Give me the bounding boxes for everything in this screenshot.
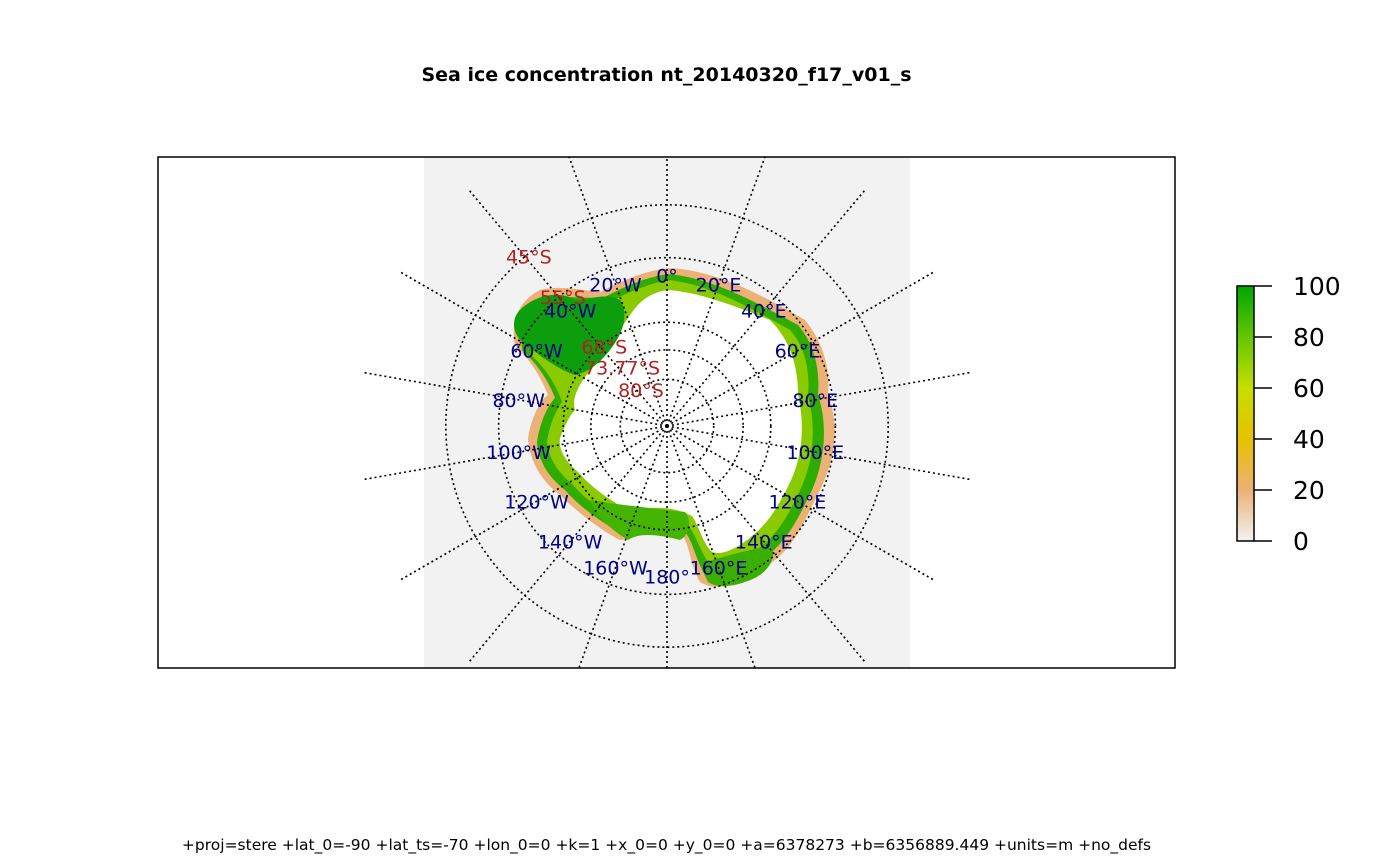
- meridian-line: [399, 425, 668, 581]
- longitude-label: 100°E: [786, 442, 844, 464]
- legend-tick-label: 20: [1293, 476, 1325, 505]
- meridian-line: [363, 371, 668, 427]
- longitude-label: 80°W: [492, 390, 545, 412]
- meridian-line: [568, 157, 668, 427]
- parallel-line: [562, 321, 772, 531]
- latitude-label: 80°S: [618, 380, 664, 402]
- meridian-line: [666, 271, 935, 427]
- sea-ice-raster: [513, 268, 835, 587]
- meridian-line: [666, 425, 866, 663]
- latitude-label: 55°S: [540, 287, 586, 309]
- parallel-line: [590, 349, 744, 503]
- parallel-line: [619, 378, 715, 474]
- legend-colorbar: [1236, 285, 1255, 542]
- map-frame: [157, 156, 1176, 669]
- latitude-labels: 45°S 55°S 68°S73.77°S80°S: [506, 247, 664, 403]
- longitude-label: 100°W: [486, 442, 551, 464]
- latitude-label: 68°S: [581, 336, 627, 358]
- longitude-label: 80°E: [792, 390, 838, 412]
- meridian-line: [468, 425, 668, 663]
- parallel-line: [497, 256, 837, 596]
- meridian-line: [666, 189, 866, 427]
- longitude-label: 140°W: [538, 531, 603, 553]
- latitude-label: 45°S: [506, 247, 552, 269]
- longitude-label: 40°W: [544, 301, 597, 323]
- plot-title: Sea ice concentration nt_20140320_f17_v0…: [421, 64, 912, 86]
- longitude-label: 120°E: [769, 491, 827, 513]
- legend-tick-label: 40: [1293, 425, 1325, 454]
- weddell-sea-ice: [514, 294, 625, 375]
- longitude-label: 60°W: [510, 341, 563, 363]
- meridian-line: [666, 371, 971, 427]
- meridian-line: [666, 157, 766, 427]
- longitude-label: 60°E: [775, 341, 821, 363]
- legend-ticks: 0 20 40 60 80 100: [1254, 272, 1341, 556]
- ross-sea-ice: [700, 545, 774, 587]
- ice-free-interior: [559, 290, 802, 554]
- longitude-label: 40°E: [741, 301, 787, 323]
- meridian-line: [363, 425, 668, 481]
- map-panel: [363, 157, 971, 668]
- legend-tick-label: 0: [1293, 527, 1309, 556]
- longitude-label: 140°E: [735, 531, 793, 553]
- longitude-label: 0°: [656, 265, 678, 287]
- meridian-line: [468, 189, 668, 427]
- longitude-labels: 0° 20°E 40°E 60°E 80°E 100°E 120°E 140°E 160°E18…: [486, 265, 844, 588]
- legend-tick-label: 60: [1293, 374, 1325, 403]
- longitude-label: 160°W: [583, 558, 648, 580]
- longitude-label: 120°W: [504, 491, 569, 513]
- legend-tick-label: 100: [1293, 272, 1341, 301]
- latitude-label: 73.77°S: [584, 358, 660, 380]
- longitude-label: 20°E: [696, 274, 742, 296]
- meridian-line: [399, 271, 668, 427]
- legend-tick-label: 80: [1293, 323, 1325, 352]
- projection-caption: +proj=stere +lat_0=-90 +lat_ts=-70 +lon_…: [181, 836, 1152, 854]
- longitude-label: 20°W: [589, 274, 642, 296]
- longitude-label: 160°E: [690, 558, 748, 580]
- color-legend: 0 20 40 60 80 100: [1236, 272, 1341, 556]
- meridian-line: [666, 425, 971, 481]
- longitude-label: 180°: [644, 567, 690, 589]
- meridian-line: [666, 425, 935, 581]
